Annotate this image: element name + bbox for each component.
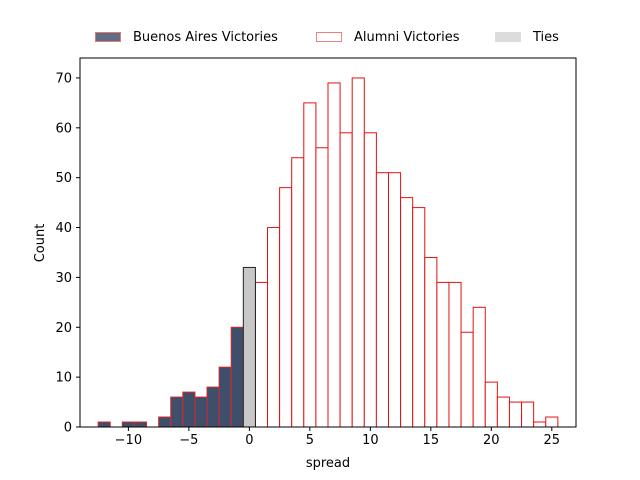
x-axis-label: spread	[306, 456, 350, 471]
x-axis-ticks: −10 −5 0 5 10 15 20 25	[115, 427, 560, 448]
bar-series1-15	[424, 256, 438, 428]
bar-series1-5	[303, 102, 317, 428]
bar-series1-25	[545, 416, 559, 428]
y-tick-label: 0	[64, 421, 72, 436]
chart-legend: Buenos Aires Victories Alumni Victories …	[0, 26, 640, 48]
y-tick-label: 60	[55, 121, 72, 136]
bar-series0-m4	[194, 396, 208, 428]
bar-series1-14	[412, 207, 426, 428]
bar-series1-6	[315, 147, 329, 428]
bar-series1-13	[400, 197, 414, 428]
x-tick-label: 25	[544, 433, 561, 448]
plot-frame	[79, 57, 577, 428]
x-tick-label: 15	[423, 433, 440, 448]
bars-layer	[97, 77, 559, 428]
bar-series1-22	[508, 401, 523, 428]
legend-item-buenos-aires: Buenos Aires Victories	[95, 26, 278, 48]
x-tick-label: 0	[245, 433, 253, 448]
bar-series1-11	[375, 172, 389, 428]
bar-series0-m1	[230, 326, 244, 428]
legend-label-alumni: Alumni Victories	[354, 29, 460, 45]
bar-series0-m5	[182, 391, 196, 428]
bar-series1-3	[279, 187, 293, 428]
y-tick-label: 10	[55, 371, 72, 386]
bar-series1-7	[327, 82, 341, 428]
bar-series1-18	[460, 331, 474, 428]
bar-series1-16	[436, 281, 450, 428]
bar-series1-20	[484, 381, 498, 428]
y-tick-label: 50	[55, 171, 72, 186]
x-tick-label: −5	[179, 433, 198, 448]
legend-swatch-alumni	[316, 32, 342, 42]
bar-series1-21	[496, 396, 510, 428]
bar-series1-19	[472, 306, 486, 428]
bar-series1-4	[291, 157, 305, 428]
legend-item-alumni: Alumni Victories	[316, 26, 460, 48]
bar-series0-m3	[206, 386, 220, 428]
y-tick-label: 30	[55, 271, 72, 286]
bar-series1-23	[521, 401, 535, 428]
bar-series0-m10	[121, 421, 135, 428]
legend-item-ties: Ties	[495, 26, 559, 48]
bar-series1-8	[339, 132, 353, 428]
bar-series0-m9	[133, 421, 148, 428]
bar-series0-m2	[218, 366, 232, 428]
y-axis-ticks: 0 10 20 30 40 50 60 70	[55, 71, 80, 436]
y-tick-label: 20	[55, 321, 72, 336]
bar-series1-24	[533, 421, 547, 428]
bar-series0-m6	[170, 396, 184, 428]
y-tick-label: 70	[55, 71, 72, 86]
bar-series0-m12	[97, 421, 111, 428]
x-tick-label: 10	[362, 433, 379, 448]
bar-series1-9	[351, 77, 365, 428]
bar-series1-10	[363, 132, 377, 428]
bar-series1-2	[267, 227, 281, 428]
x-tick-label: −10	[115, 433, 142, 448]
bar-series1-12	[387, 172, 402, 428]
bar-series0-m7	[158, 416, 172, 428]
x-tick-label: 5	[306, 433, 314, 448]
bar-series2-0	[242, 266, 256, 428]
bar-series1-17	[448, 281, 462, 428]
legend-label-ties: Ties	[533, 29, 559, 45]
x-tick-label: 20	[483, 433, 500, 448]
legend-label-buenos-aires: Buenos Aires Victories	[133, 29, 278, 45]
y-axis-label: Count	[33, 224, 48, 263]
bar-series1-1	[254, 281, 269, 428]
legend-swatch-ties	[495, 32, 521, 42]
y-tick-label: 40	[55, 221, 72, 236]
legend-swatch-buenos-aires	[95, 32, 121, 42]
